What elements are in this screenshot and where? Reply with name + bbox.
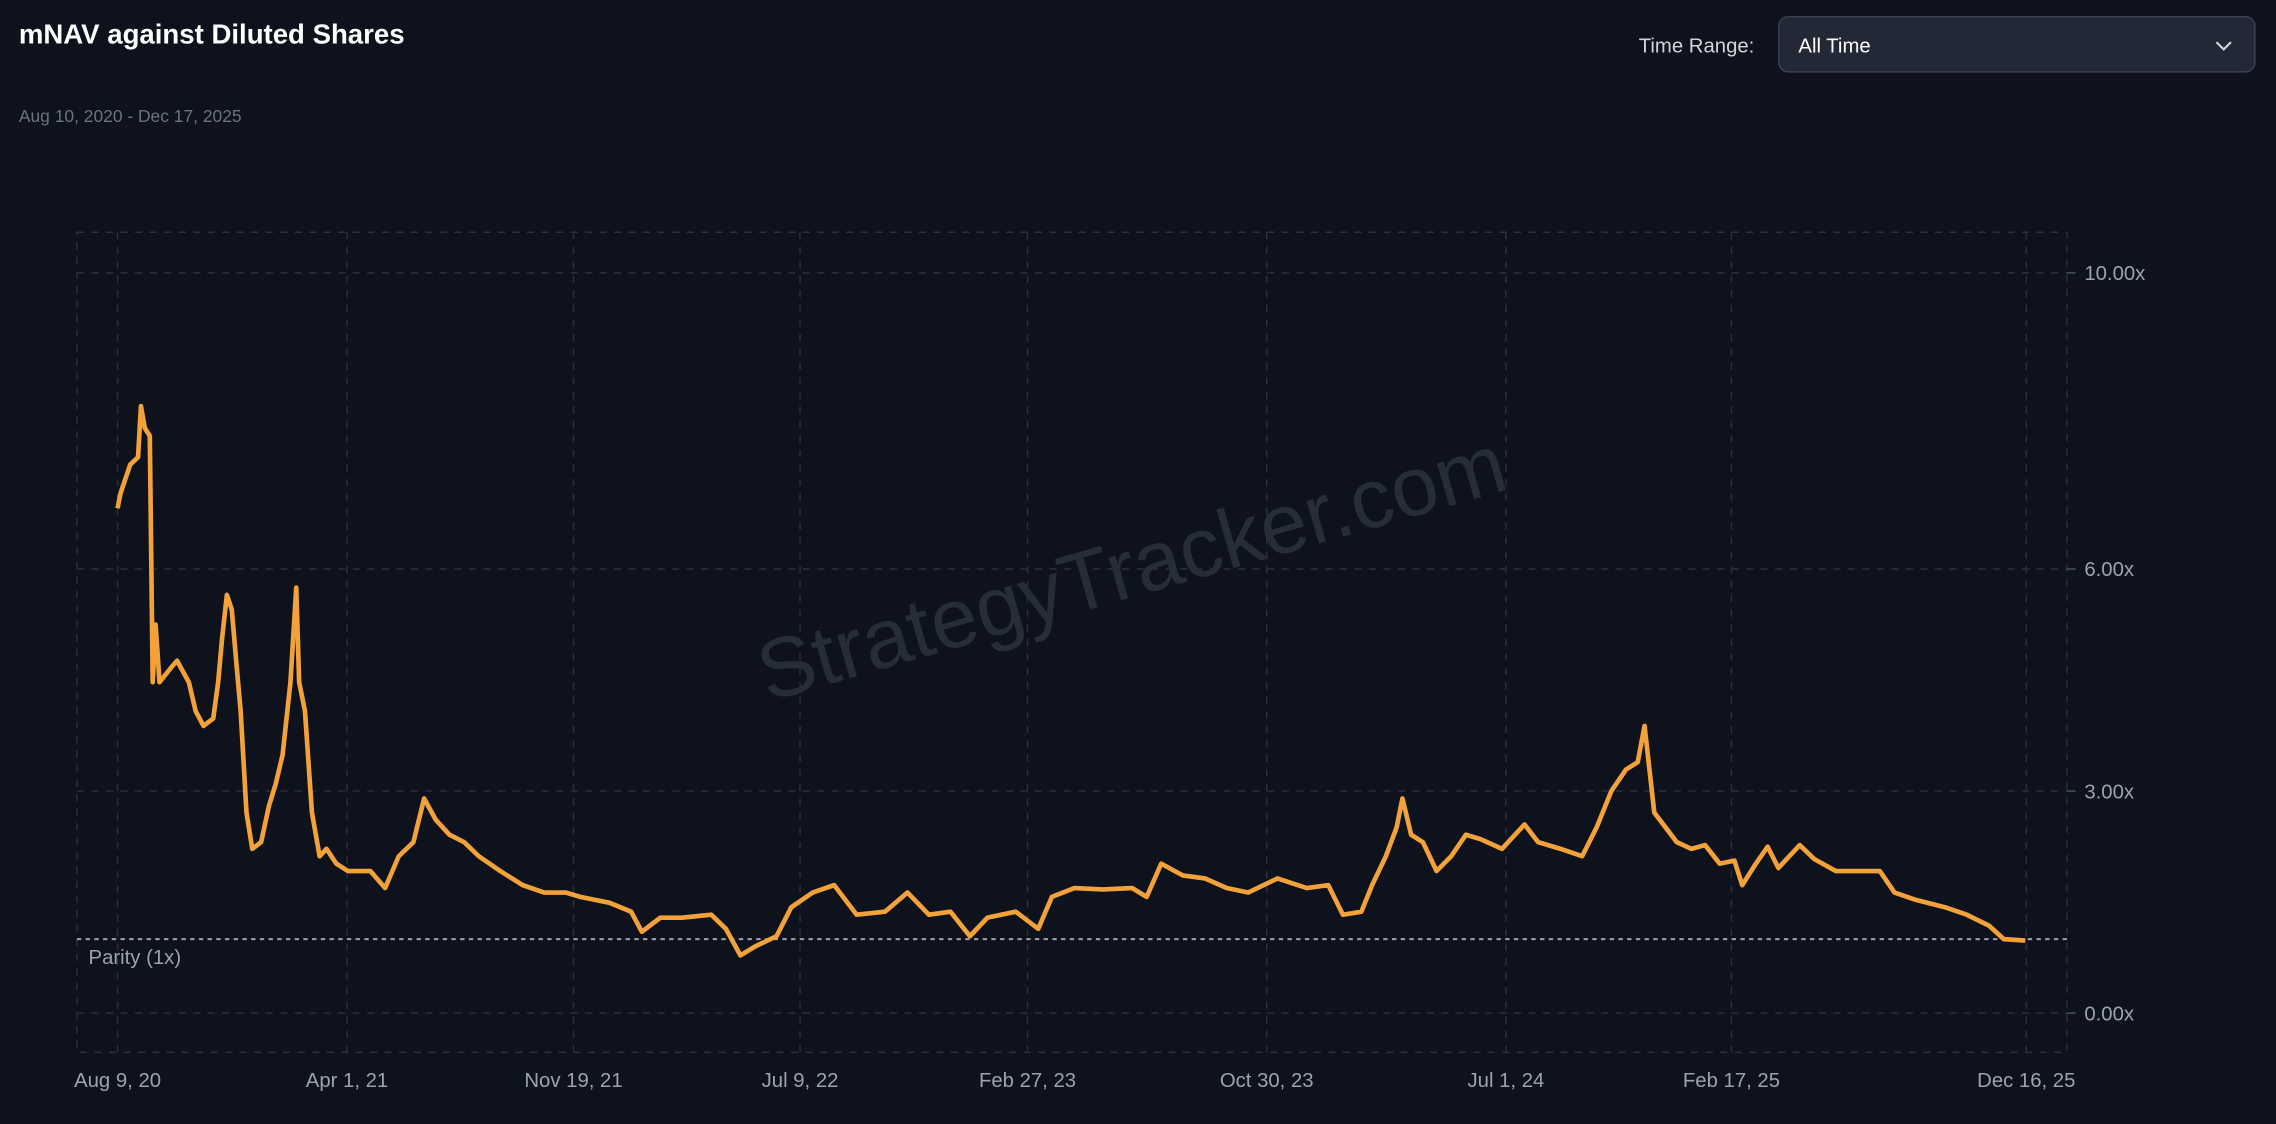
y-tick-label: 3.00x [2084, 781, 2134, 803]
watermark: StrategyTracker.com [747, 415, 1516, 719]
x-tick-label: Apr 1, 21 [306, 1070, 388, 1092]
series-line-mnav [115, 403, 2026, 958]
time-range-select[interactable]: All Time [1778, 15, 2256, 73]
time-range-label: Time Range: [1638, 33, 1755, 57]
chevron-down-icon [2215, 41, 2232, 51]
x-tick-label: Feb 27, 23 [979, 1070, 1076, 1092]
time-range-value: All Time [1798, 33, 1871, 57]
x-tick-label: Dec 16, 25 [1977, 1070, 2075, 1092]
y-axis: 0.00x 3.00x 6.00x 10.00x [2066, 263, 2145, 1025]
plot-border [76, 231, 2068, 1054]
x-axis: Aug 9, 20 Apr 1, 21 Nov 19, 21 Jul 9, 22 Feb… [74, 1070, 2075, 1092]
x-tick-label: Jul 1, 24 [1468, 1070, 1545, 1092]
y-tick-label: 10.00x [2084, 263, 2145, 285]
date-range-subtitle: Aug 10, 2020 - Dec 17, 2025 [18, 105, 242, 127]
page-title: mNAV against Diluted Shares [18, 20, 405, 51]
y-tick-label: 6.00x [2084, 559, 2134, 581]
x-tick-label: Aug 9, 20 [74, 1070, 161, 1092]
parity-label: Parity (1x) [89, 947, 182, 969]
x-tick-label: Jul 9, 22 [762, 1070, 839, 1092]
grid [76, 231, 2068, 1054]
y-tick-label: 0.00x [2084, 1003, 2134, 1025]
x-tick-label: Oct 30, 23 [1220, 1070, 1314, 1092]
parity-line-group: Parity (1x) [76, 938, 2067, 969]
x-tick-label: Feb 17, 25 [1683, 1070, 1780, 1092]
x-tick-label: Nov 19, 21 [524, 1070, 622, 1092]
